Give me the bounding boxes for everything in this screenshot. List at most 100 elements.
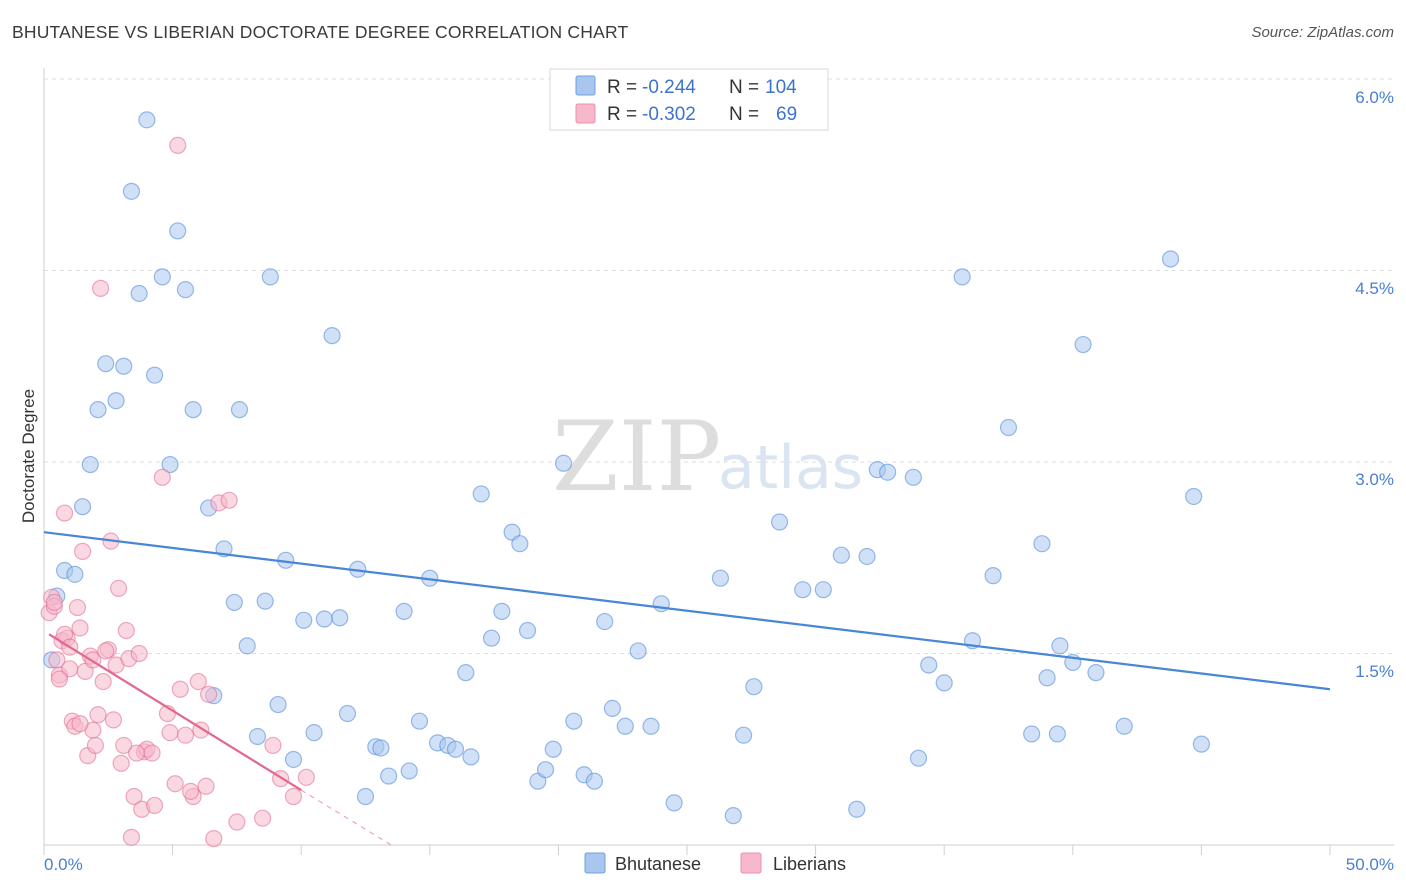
x-tick-label-min: 0.0% <box>44 855 83 874</box>
liberians-trend-line <box>48 633 302 792</box>
bhutanese-point <box>904 468 922 486</box>
liberians-point <box>86 736 105 755</box>
bhutanese-point <box>585 772 604 790</box>
axes <box>43 68 1394 855</box>
stats-legend: R = -0.244 N = 104 R = -0.302 N = 69 <box>549 68 829 131</box>
bhutanese-point <box>153 268 171 286</box>
liberians-point <box>197 777 215 795</box>
liberians-swatch <box>575 103 596 124</box>
bhutanese-point <box>338 704 357 723</box>
liberians-point <box>127 744 146 762</box>
bhutanese-point <box>256 592 274 610</box>
bhutanese-point <box>66 565 84 583</box>
bhutanese-point <box>724 807 742 825</box>
liberians-point <box>122 828 141 846</box>
bhutanese-point <box>1087 664 1105 682</box>
bhutanese-point <box>616 717 634 735</box>
liberians-point <box>200 685 218 703</box>
y-axis-label: Doctorate Degree <box>19 389 38 523</box>
liberians-point <box>297 768 315 786</box>
bhutanese-point <box>554 454 573 472</box>
liberians-point <box>115 736 133 755</box>
bhutanese-point <box>472 485 490 503</box>
bhutanese-point <box>457 664 475 682</box>
bhutanese-point <box>999 418 1018 437</box>
bhutanese-point <box>380 767 398 785</box>
bhutanese-trend-line <box>43 531 1331 691</box>
y-tick-label-6.0: 6.0% <box>1355 88 1394 107</box>
bhutanese-point <box>596 612 614 631</box>
bhutanese-point <box>1023 725 1041 743</box>
bhutanese-point <box>138 111 156 129</box>
legend-n-value-bhutanese: 104 <box>765 77 797 98</box>
liberians-point <box>45 593 63 612</box>
bhutanese-point <box>97 355 115 373</box>
bhutanese-point <box>81 455 99 474</box>
bhutanese-swatch <box>575 75 596 96</box>
liberians-point <box>220 491 238 509</box>
legend-label-bhutanese: Bhutanese <box>615 854 701 874</box>
x-tick-label-max: 50.0% <box>1346 855 1394 874</box>
bhutanese-point <box>230 401 249 419</box>
liberians-point <box>125 787 143 806</box>
bhutanese-point <box>493 602 511 620</box>
bhutanese-point <box>284 750 303 769</box>
bhutanese-point <box>665 794 683 812</box>
legend-label-liberians: Liberians <box>773 854 846 874</box>
liberians-point <box>94 672 112 691</box>
bhutanese-point <box>315 610 333 628</box>
bhutanese-point <box>184 401 202 419</box>
liberians-point <box>153 468 171 486</box>
bhutanese-point <box>356 787 375 806</box>
series-legend: Bhutanese Liberians <box>584 852 846 874</box>
bhutanese-point <box>832 546 850 564</box>
bhutanese-point <box>446 740 465 758</box>
bhutanese-point <box>145 366 164 384</box>
legend-n-label-bhutanese: N = <box>729 77 759 98</box>
gridlines <box>44 78 1394 654</box>
bhutanese-point <box>544 740 562 758</box>
bhutanese-point <box>1051 637 1069 655</box>
liberians-point <box>68 598 87 617</box>
liberians-point <box>205 830 223 848</box>
bhutanese-point <box>858 547 876 566</box>
legend-r-value-liberians: -0.302 <box>642 104 696 125</box>
trend-lines <box>43 531 1331 846</box>
bhutanese-point <box>1048 725 1066 743</box>
liberians-point <box>228 813 246 831</box>
legend-r-label-liberians: R = <box>607 104 637 125</box>
legend-r-value-bhutanese: -0.244 <box>642 77 696 98</box>
liberians-point <box>55 504 74 522</box>
legend-swatch-liberians <box>740 852 762 874</box>
bhutanese-point <box>73 498 92 516</box>
bhutanese-point <box>248 727 267 746</box>
bhutanese-point <box>1161 250 1180 268</box>
liberians-point <box>254 809 272 827</box>
bhutanese-point <box>261 268 279 286</box>
bhutanese-point <box>410 712 429 730</box>
bhutanese-point <box>161 455 179 474</box>
legend-n-value-liberians: 69 <box>776 104 797 125</box>
bhutanese-point <box>848 800 866 818</box>
bhutanese-point <box>1033 535 1051 553</box>
liberians-point <box>176 726 195 744</box>
bhutanese-point <box>107 392 125 410</box>
bhutanese-point <box>642 717 660 735</box>
bhutanese-point <box>734 726 753 744</box>
bhutanese-point <box>462 748 480 766</box>
bhutanese-point <box>1115 717 1133 735</box>
liberians-point <box>182 782 200 800</box>
bhutanese-point <box>89 401 107 419</box>
liberians-point <box>264 736 282 755</box>
y-tick-label-4.5: 4.5% <box>1355 279 1394 298</box>
bhutanese-point <box>909 749 928 767</box>
liberians-point <box>161 724 179 742</box>
bhutanese-point <box>1038 669 1056 687</box>
liberians-point <box>189 672 207 691</box>
liberians-point <box>145 796 164 815</box>
liberians-point <box>71 619 89 637</box>
liberians-point <box>169 136 187 154</box>
bhutanese-point <box>295 611 313 629</box>
liberians-point <box>50 670 69 688</box>
y-tick-label-3.0: 3.0% <box>1355 470 1394 489</box>
